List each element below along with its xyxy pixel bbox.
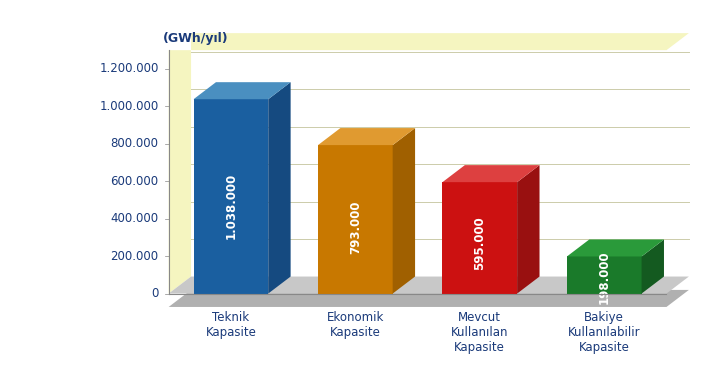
Text: 595.000: 595.000 — [474, 217, 487, 270]
Text: 1.038.000: 1.038.000 — [224, 173, 237, 239]
Text: 793.000: 793.000 — [348, 200, 362, 254]
Text: 800.000: 800.000 — [111, 137, 159, 150]
Text: 1.200.000: 1.200.000 — [99, 62, 159, 75]
Text: 1.000.000: 1.000.000 — [100, 100, 159, 113]
Text: Teknik
Kapasite: Teknik Kapasite — [205, 311, 257, 339]
Text: Bakiye
Kullanılabilir
Kapasite: Bakiye Kullanılabilir Kapasite — [568, 311, 641, 354]
Text: (GWh/yıl): (GWh/yıl) — [163, 32, 228, 45]
Text: 200.000: 200.000 — [111, 249, 159, 263]
Text: 600.000: 600.000 — [111, 175, 159, 188]
Text: 0: 0 — [151, 287, 159, 300]
Text: 198.000: 198.000 — [598, 250, 611, 304]
Text: Mevcut
Kullanılan
Kapasite: Mevcut Kullanılan Kapasite — [451, 311, 508, 354]
Text: 400.000: 400.000 — [111, 212, 159, 225]
Text: Ekonomik
Kapasite: Ekonomik Kapasite — [327, 311, 384, 339]
